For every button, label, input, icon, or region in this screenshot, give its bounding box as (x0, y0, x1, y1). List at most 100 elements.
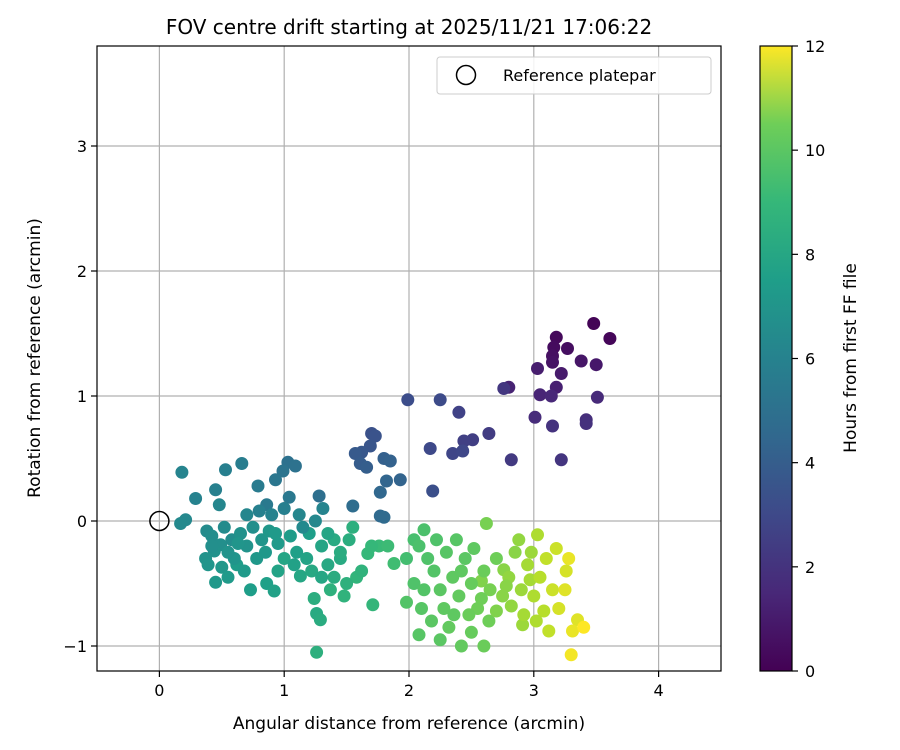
data-point (269, 527, 282, 540)
data-point (380, 474, 393, 488)
data-point (521, 558, 535, 572)
data-point (308, 514, 322, 528)
data-point (603, 332, 617, 345)
data-point (355, 564, 369, 578)
data-point (457, 434, 471, 448)
data-point (417, 583, 431, 597)
data-point (277, 552, 291, 565)
data-point (305, 564, 319, 578)
data-point (271, 537, 285, 550)
data-point (296, 520, 310, 534)
data-point (342, 533, 356, 547)
data-point (542, 624, 556, 638)
data-point (212, 498, 226, 512)
data-point (323, 583, 337, 597)
data-point (452, 589, 466, 603)
data-point (174, 517, 188, 530)
colorbar: 0 2 4 6 8 10 12 Hours from first FF file (759, 37, 861, 681)
data-point (477, 564, 491, 578)
data-point (205, 539, 219, 553)
data-point (499, 579, 513, 593)
data-point (315, 539, 329, 553)
y-axis: −1 0 1 2 3 (63, 137, 97, 656)
data-point (373, 485, 387, 499)
data-point (321, 527, 335, 540)
data-point (421, 552, 435, 565)
colorbar-label: Hours from first FF file (841, 263, 861, 453)
reference-platepar-marker (149, 510, 170, 532)
data-point (189, 492, 203, 505)
data-point (433, 393, 447, 407)
data-point (474, 592, 488, 605)
data-point (442, 620, 456, 634)
data-point (479, 517, 493, 530)
data-point (531, 362, 544, 375)
data-point (267, 584, 281, 598)
colorbar-tick-label: 12 (805, 37, 825, 56)
data-point (269, 473, 282, 487)
data-point (554, 367, 568, 380)
data-point (221, 545, 235, 559)
data-point (546, 583, 559, 597)
data-point (531, 528, 544, 542)
data-point (539, 552, 553, 565)
data-point (554, 453, 568, 467)
data-point (433, 583, 447, 597)
data-point (533, 388, 547, 402)
data-point (255, 533, 269, 547)
data-point (462, 608, 476, 622)
data-point (252, 504, 266, 518)
colorbar-tick-label: 6 (805, 350, 815, 369)
data-point (552, 602, 566, 615)
data-point (549, 330, 563, 344)
data-point (219, 463, 232, 477)
data-point (251, 479, 265, 493)
data-point (246, 520, 260, 534)
y-tick-label: 1 (77, 387, 87, 406)
data-point (454, 564, 468, 578)
data-point (293, 569, 307, 583)
x-axis: 0 1 2 3 4 (154, 671, 664, 700)
data-point (277, 502, 291, 515)
data-point (464, 625, 478, 639)
data-point (315, 570, 329, 584)
data-point (290, 545, 304, 559)
data-point (231, 537, 245, 550)
data-point (477, 639, 491, 653)
chart-title: FOV centre drift starting at 2025/11/21 … (166, 15, 652, 39)
data-point (412, 628, 426, 642)
data-point (433, 633, 447, 647)
colorbar-tick-label: 8 (805, 245, 815, 264)
data-point (529, 614, 543, 628)
x-axis-label: Angular distance from reference (arcmin) (233, 714, 585, 734)
data-point (393, 473, 407, 487)
data-point (474, 574, 488, 588)
data-point (360, 460, 374, 474)
data-point (512, 533, 526, 547)
data-point (524, 545, 538, 559)
data-point (537, 604, 551, 618)
colorbar-tick-label: 4 (805, 454, 815, 473)
data-point (497, 382, 511, 395)
colorbar-tick-label: 2 (805, 558, 815, 577)
data-point (496, 589, 510, 603)
x-tick-label: 2 (404, 681, 414, 700)
data-point (292, 508, 306, 522)
data-point (383, 454, 397, 468)
data-point (587, 317, 601, 330)
data-point (307, 592, 321, 605)
data-point (316, 502, 330, 515)
data-point (237, 564, 251, 578)
data-point (467, 542, 481, 555)
data-point (447, 608, 461, 622)
data-point (327, 570, 341, 584)
data-point (544, 389, 558, 403)
legend-marker-icon (455, 64, 477, 86)
data-point (312, 489, 326, 503)
colorbar-tick-label: 0 (805, 662, 815, 681)
data-point (504, 453, 518, 467)
data-point (590, 390, 604, 404)
data-point (516, 618, 530, 632)
data-point (415, 602, 428, 615)
data-point (407, 577, 421, 590)
